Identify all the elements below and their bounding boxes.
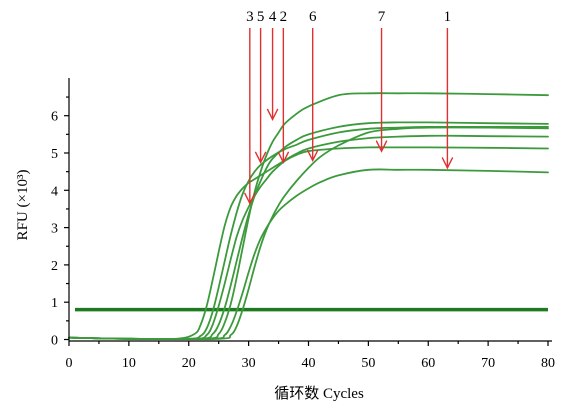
- arrow-label: 5: [257, 9, 265, 25]
- arrow-3: 3: [244, 9, 256, 205]
- x-tick-label: 80: [541, 356, 555, 371]
- arrow-1: 1: [441, 9, 454, 170]
- arrow-head: [441, 157, 454, 170]
- arrow-7: 7: [375, 9, 388, 153]
- amplification-curve: [68, 121, 549, 341]
- arrow-2: 2: [277, 9, 290, 164]
- arrow-5: 5: [254, 9, 267, 164]
- amplification-curve: [68, 134, 549, 341]
- arrow-label: 7: [378, 9, 386, 25]
- arrow-head: [254, 151, 267, 164]
- x-tick-label: 70: [481, 356, 495, 371]
- arrow-head: [244, 192, 256, 205]
- amplification-curve: [68, 125, 549, 340]
- arrow-head: [375, 140, 388, 153]
- arrow-label: 3: [246, 9, 254, 25]
- axes: [68, 78, 552, 342]
- ticks: 0 10 20 30 40 50 60 70 80 0 1 2 3 4 5 6: [51, 96, 555, 371]
- x-tick-label: 10: [122, 356, 136, 371]
- y-axis-label: RFU (×10³): [15, 170, 31, 241]
- arrow-label: 6: [309, 9, 317, 25]
- arrow-head: [306, 149, 319, 163]
- y-tick-label: 2: [51, 259, 58, 274]
- amplification-curve: [68, 126, 549, 340]
- amplification-curve: [68, 146, 549, 340]
- arrow-6: 6: [306, 9, 319, 163]
- arrow-head: [277, 151, 290, 164]
- x-axis-label: 循环数 Cycles: [274, 385, 364, 402]
- x-tick-label: 0: [66, 356, 73, 371]
- arrow-label: 2: [280, 9, 288, 25]
- arrow-head: [266, 108, 279, 121]
- x-tick-label: 20: [182, 356, 196, 371]
- y-tick-label: 3: [51, 222, 58, 237]
- y-tick-label: 4: [51, 184, 58, 199]
- x-tick-label: 50: [361, 356, 375, 371]
- x-tick-label: 60: [421, 356, 435, 371]
- arrow-label: 4: [269, 9, 277, 25]
- y-tick-label: 6: [51, 110, 58, 125]
- y-tick-label: 5: [51, 147, 58, 162]
- plot-area: [68, 92, 549, 341]
- amplification-curve: [68, 92, 549, 341]
- y-tick-label: 0: [51, 334, 58, 349]
- y-tick-label: 1: [51, 296, 58, 311]
- x-tick-label: 30: [242, 356, 256, 371]
- x-tick-label: 40: [302, 356, 316, 371]
- arrow-4: 4: [266, 9, 279, 121]
- amplification-curve: [68, 168, 549, 340]
- arrow-label: 1: [444, 9, 452, 25]
